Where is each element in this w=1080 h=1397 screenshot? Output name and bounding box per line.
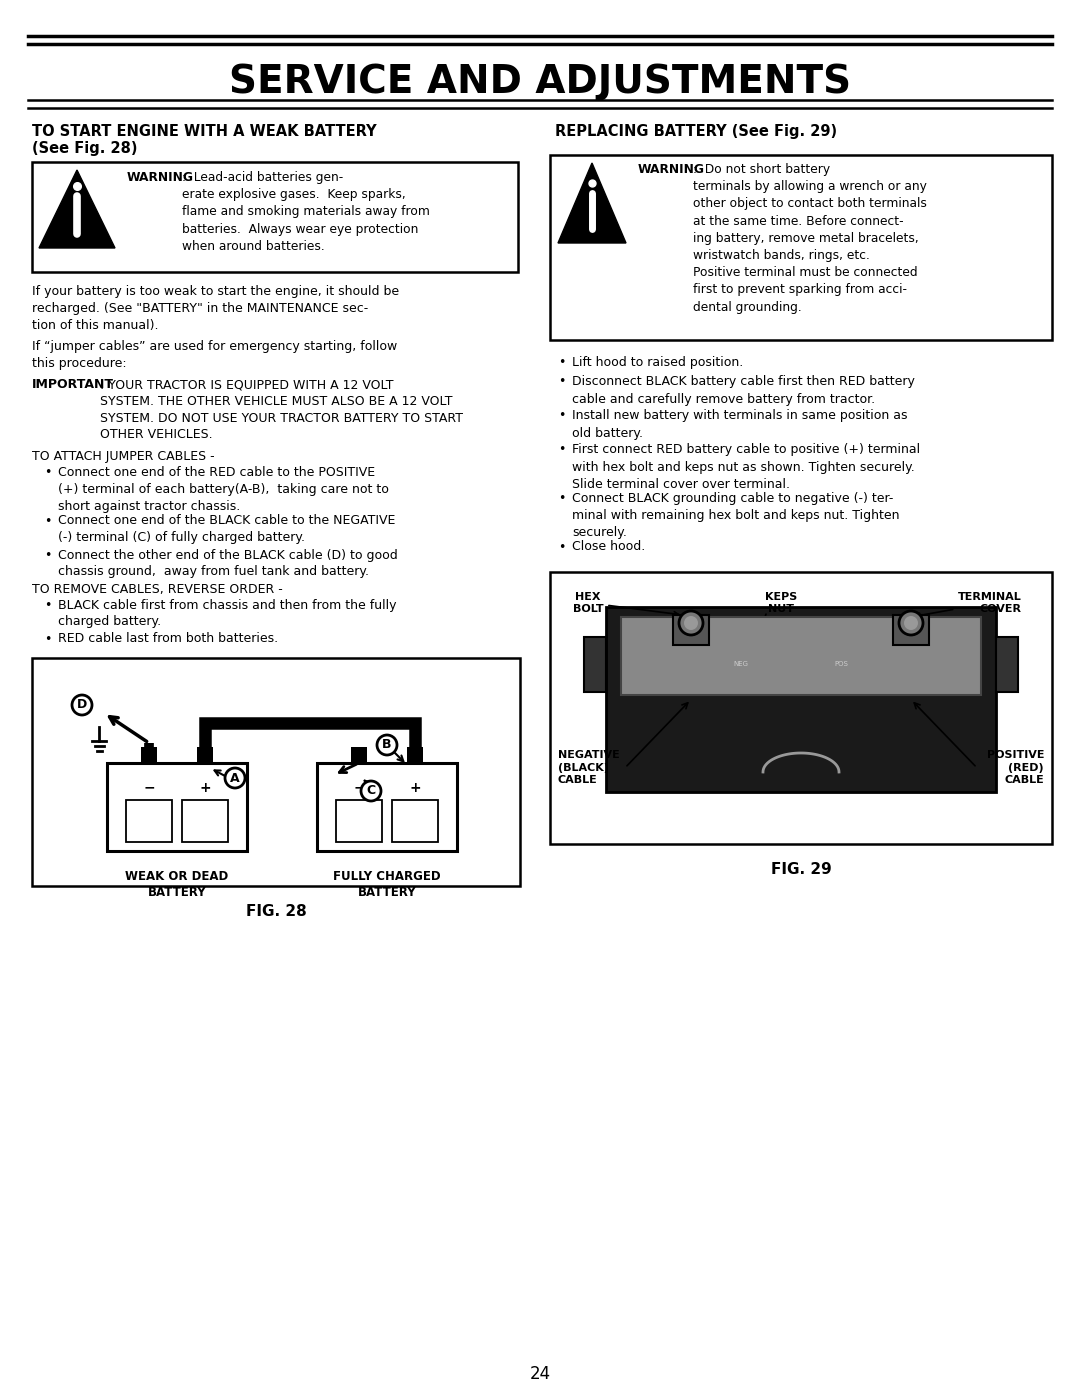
Bar	[336, 800, 382, 842]
Text: •: •	[558, 409, 565, 422]
Bar	[318, 763, 457, 851]
Text: •: •	[558, 492, 565, 504]
Circle shape	[684, 616, 698, 630]
Bar	[351, 747, 367, 763]
Text: FIG. 29: FIG. 29	[771, 862, 832, 877]
Bar	[141, 747, 157, 763]
Text: NEGATIVE
(BLACK)
CABLE: NEGATIVE (BLACK) CABLE	[558, 750, 620, 785]
Text: •: •	[44, 514, 52, 528]
Text: C: C	[366, 785, 376, 798]
Text: TO ATTACH JUMPER CABLES -: TO ATTACH JUMPER CABLES -	[32, 450, 215, 462]
Text: TERMINAL
COVER: TERMINAL COVER	[916, 592, 1022, 617]
Text: NEG: NEG	[733, 661, 748, 666]
Text: A: A	[230, 771, 240, 785]
Text: : YOUR TRACTOR IS EQUIPPED WITH A 12 VOLT
SYSTEM. THE OTHER VEHICLE MUST ALSO BE: : YOUR TRACTOR IS EQUIPPED WITH A 12 VOL…	[100, 379, 463, 441]
Polygon shape	[558, 163, 626, 243]
Bar	[996, 637, 1018, 692]
Bar	[197, 747, 213, 763]
Text: •: •	[558, 541, 565, 553]
Text: B: B	[382, 739, 392, 752]
Bar	[32, 658, 519, 886]
Text: IMPORTANT: IMPORTANT	[32, 379, 114, 391]
Circle shape	[899, 610, 923, 636]
Text: •: •	[558, 356, 565, 369]
Text: 24: 24	[529, 1365, 551, 1383]
Text: Install new battery with terminals in same position as
old battery.: Install new battery with terminals in sa…	[572, 409, 907, 440]
Text: :  Do not short battery
terminals by allowing a wrench or any
other object to co: : Do not short battery terminals by allo…	[693, 163, 927, 313]
Text: •: •	[44, 598, 52, 612]
Text: Connect one end of the RED cable to the POSITIVE
(+) terminal of each battery(A-: Connect one end of the RED cable to the …	[58, 467, 389, 513]
Text: TO START ENGINE WITH A WEAK BATTERY: TO START ENGINE WITH A WEAK BATTERY	[32, 124, 377, 138]
Text: +: +	[199, 781, 211, 795]
Text: WARNING: WARNING	[638, 163, 705, 176]
Text: BLACK cable first from chassis and then from the fully
charged battery.: BLACK cable first from chassis and then …	[58, 598, 396, 629]
Text: (See Fig. 28): (See Fig. 28)	[32, 141, 137, 156]
Text: Close hood.: Close hood.	[572, 541, 645, 553]
Text: KEPS
NUT: KEPS NUT	[765, 592, 797, 619]
Text: :  Lead-acid batteries gen-
erate explosive gases.  Keep sparks,
flame and smoki: : Lead-acid batteries gen- erate explosi…	[183, 170, 430, 253]
Text: Disconnect BLACK battery cable first then RED battery
cable and carefully remove: Disconnect BLACK battery cable first the…	[572, 376, 915, 405]
Text: Lift hood to raised position.: Lift hood to raised position.	[572, 356, 743, 369]
Text: REPLACING BATTERY (See Fig. 29): REPLACING BATTERY (See Fig. 29)	[555, 124, 837, 138]
Text: −: −	[353, 781, 365, 795]
Bar	[550, 155, 1052, 339]
Circle shape	[679, 610, 703, 636]
Text: •: •	[44, 467, 52, 479]
Bar	[621, 617, 981, 694]
Text: HEX
BOLT: HEX BOLT	[572, 592, 678, 616]
Bar	[107, 763, 247, 851]
Text: RED cable last from both batteries.: RED cable last from both batteries.	[58, 633, 279, 645]
Text: First connect RED battery cable to positive (+) terminal
with hex bolt and keps : First connect RED battery cable to posit…	[572, 443, 920, 490]
Bar	[126, 800, 172, 842]
Text: +: +	[409, 781, 421, 795]
Text: If “jumper cables” are used for emergency starting, follow
this procedure:: If “jumper cables” are used for emergenc…	[32, 339, 397, 370]
Bar	[392, 800, 438, 842]
Text: TO REMOVE CABLES, REVERSE ORDER -: TO REMOVE CABLES, REVERSE ORDER -	[32, 583, 283, 595]
Text: WEAK OR DEAD
BATTERY: WEAK OR DEAD BATTERY	[125, 870, 229, 900]
Text: •: •	[558, 443, 565, 457]
Bar	[584, 637, 606, 692]
Text: •: •	[558, 376, 565, 388]
Bar	[893, 615, 929, 645]
Bar	[606, 608, 996, 792]
Text: FIG. 28: FIG. 28	[245, 904, 307, 919]
Text: WARNING: WARNING	[127, 170, 194, 184]
Text: •: •	[44, 549, 52, 562]
Text: •: •	[44, 633, 52, 645]
Bar	[32, 162, 518, 272]
Text: SERVICE AND ADJUSTMENTS: SERVICE AND ADJUSTMENTS	[229, 63, 851, 101]
Bar	[407, 747, 423, 763]
Bar	[550, 571, 1052, 844]
Text: D: D	[77, 698, 87, 711]
Text: POS: POS	[834, 661, 848, 666]
Text: POSITIVE
(RED)
CABLE: POSITIVE (RED) CABLE	[986, 750, 1044, 785]
Bar	[673, 615, 708, 645]
Text: Connect one end of the BLACK cable to the NEGATIVE
(-) terminal (C) of fully cha: Connect one end of the BLACK cable to th…	[58, 514, 395, 545]
Circle shape	[904, 616, 918, 630]
Text: −: −	[144, 781, 154, 795]
Text: Connect the other end of the BLACK cable (D) to good
chassis ground,  away from : Connect the other end of the BLACK cable…	[58, 549, 397, 578]
Bar	[181, 800, 228, 842]
Polygon shape	[39, 170, 114, 249]
Text: Connect BLACK grounding cable to negative (-) ter-
minal with remaining hex bolt: Connect BLACK grounding cable to negativ…	[572, 492, 900, 539]
Text: FULLY CHARGED
BATTERY: FULLY CHARGED BATTERY	[334, 870, 441, 900]
Text: If your battery is too weak to start the engine, it should be
recharged. (See "B: If your battery is too weak to start the…	[32, 285, 400, 332]
